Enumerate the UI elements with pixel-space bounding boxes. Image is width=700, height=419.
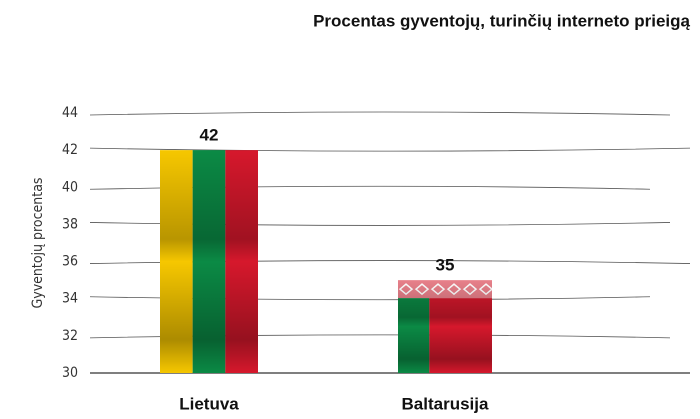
grid-line xyxy=(89,111,671,116)
x-tick-label: Baltarusija xyxy=(402,394,489,413)
chart-title: Procentas gyventojų, turinčių interneto … xyxy=(313,11,690,30)
data-label: 42 xyxy=(200,126,219,145)
data-label: 35 xyxy=(436,256,455,275)
x-tick-label: Lietuva xyxy=(179,394,239,413)
bar xyxy=(160,150,258,373)
y-tick-label: 38 xyxy=(62,216,78,232)
y-tick-label: 36 xyxy=(62,254,78,270)
y-tick-label: 40 xyxy=(62,179,78,195)
bar-shade xyxy=(160,150,258,373)
y-tick-label: 34 xyxy=(62,291,78,307)
y-tick-label: 42 xyxy=(62,142,78,158)
y-tick-label: 30 xyxy=(62,365,78,381)
y-axis-label: Gyventojų procentas xyxy=(30,178,46,309)
y-tick-label: 32 xyxy=(62,328,78,344)
bar-shade xyxy=(398,280,492,373)
y-tick-label: 44 xyxy=(62,105,78,121)
grid-line xyxy=(89,147,691,152)
bar xyxy=(398,280,494,373)
